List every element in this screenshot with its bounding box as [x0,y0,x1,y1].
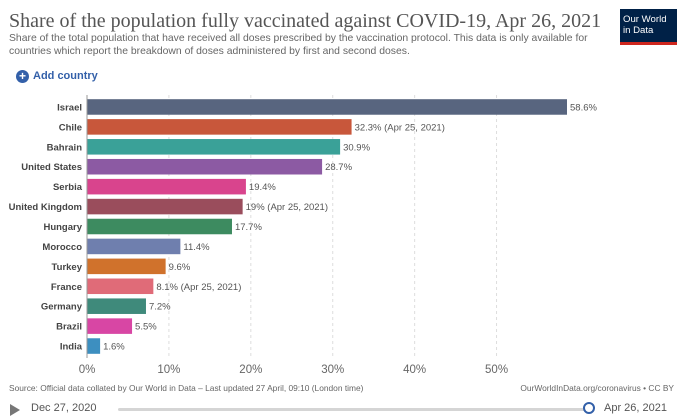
bar [87,198,243,215]
x-tick-label: 0% [79,364,96,376]
value-label: 19.4% [249,182,276,193]
timeline: Dec 27, 2020 Apr 26, 2021 [0,396,686,420]
timeline-handle[interactable] [583,402,595,414]
value-label: 8.1% (Apr 25, 2021) [156,282,241,293]
bar [87,218,232,235]
add-country-button[interactable]: + Add country [16,68,98,84]
chart-subtitle: Share of the total population that have … [9,33,588,57]
add-country-label: Add country [33,70,98,82]
category-label: United Kingdom [9,202,82,213]
x-tick-label: 10% [157,364,180,376]
value-label: 5.5% [135,322,157,333]
bar [87,139,341,155]
value-label: 30.9% [343,142,370,153]
category-label: Bahrain [47,142,83,153]
value-label: 7.2% [149,302,171,313]
x-tick-label: 40% [403,364,426,376]
category-label: France [51,282,82,293]
timeline-track[interactable] [118,408,590,411]
bar [87,158,323,175]
bar [87,99,567,115]
logo-accent-bar [620,42,677,45]
value-label: 17.7% [235,222,262,233]
logo-line-2: in Data [623,25,654,36]
timeline-end-date: Apr 26, 2021 [604,402,667,414]
plus-circle-icon: + [16,69,29,83]
x-tick-label: 20% [239,364,262,376]
category-label: United States [21,162,82,173]
timeline-start-date: Dec 27, 2020 [31,402,97,414]
category-label: Chile [59,122,82,133]
category-label: Hungary [43,222,82,233]
chart-title: Share of the population fully vaccinated… [9,10,602,32]
bar [87,238,181,255]
value-label: 19% (Apr 25, 2021) [246,202,328,213]
value-label: 28.7% [325,162,352,173]
value-label: 58.6% [570,102,597,113]
bar [87,258,166,275]
value-label: 9.6% [169,262,191,273]
category-label: Brazil [56,322,82,333]
bar [87,178,246,195]
bar [87,338,101,354]
category-label: Morocco [42,242,82,253]
bar [87,298,146,314]
category-label: Serbia [53,182,83,193]
license-link[interactable]: OurWorldInData.org/coronavirus • CC BY [520,383,674,393]
value-label: 32.3% (Apr 25, 2021) [355,122,445,133]
category-label: Turkey [52,262,83,273]
value-label: 1.6% [103,342,125,353]
source-note: Source: Official data collated by Our Wo… [9,383,364,393]
category-label: Germany [41,302,83,313]
bar [87,119,352,135]
x-tick-label: 50% [485,364,508,376]
bar [87,318,133,334]
bar [87,278,154,295]
owid-logo[interactable]: Our World in Data [620,9,677,45]
logo-line-1: Our World [623,14,667,25]
bar-chart: 0% 10% 20% 30% 40% 50% Israel 58.6% Chile 32.3% (… [9,95,597,376]
value-label: 11.4% [183,242,210,253]
category-label: India [60,342,83,353]
play-icon[interactable] [10,404,20,416]
x-tick-label: 30% [321,364,344,376]
category-label: Israel [57,102,82,113]
